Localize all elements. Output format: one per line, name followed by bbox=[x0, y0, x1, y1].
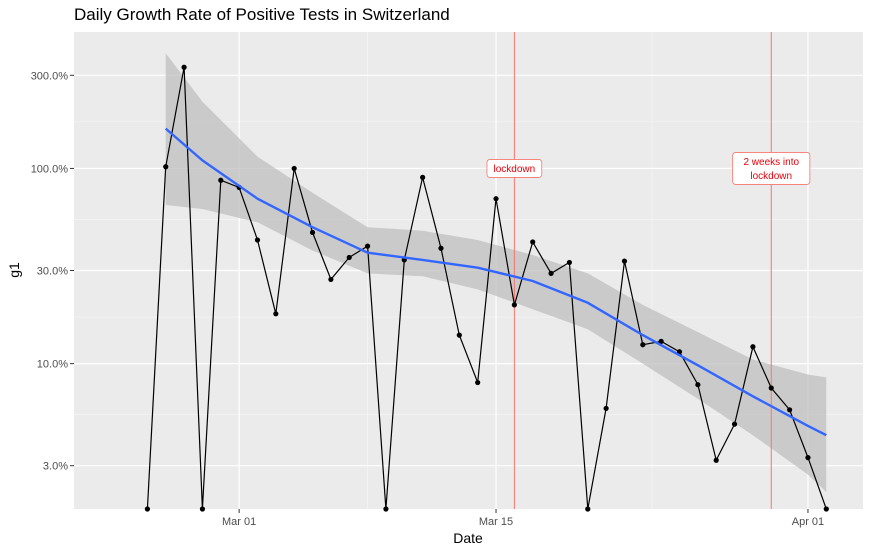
y-tick-label: 300.0% bbox=[31, 70, 69, 82]
data-point bbox=[658, 338, 664, 344]
event-label: 2 weeks into lockdown bbox=[732, 152, 811, 185]
data-point bbox=[750, 344, 756, 350]
data-point bbox=[621, 258, 628, 264]
y-axis-title: g1 bbox=[6, 262, 22, 278]
data-point bbox=[291, 165, 297, 172]
event-label-box bbox=[732, 152, 811, 185]
data-point bbox=[731, 421, 738, 427]
data-point bbox=[768, 385, 774, 391]
data-point bbox=[346, 254, 352, 261]
data-point bbox=[364, 243, 371, 249]
data-point bbox=[181, 64, 187, 70]
data-point bbox=[585, 506, 591, 512]
data-point bbox=[438, 245, 444, 251]
data-point bbox=[566, 259, 573, 266]
y-tick-label: 100.0% bbox=[31, 163, 69, 175]
event-label-box bbox=[486, 159, 543, 178]
observed-line bbox=[146, 67, 827, 510]
data-point bbox=[787, 407, 793, 413]
data-point bbox=[548, 270, 554, 276]
data-point bbox=[309, 229, 316, 236]
major-gridlines bbox=[74, 32, 863, 509]
data-point bbox=[511, 302, 517, 308]
x-tick-label: Apr 01 bbox=[792, 516, 824, 528]
data-point bbox=[199, 506, 206, 512]
event-labels: lockdown 2 weeks into lockdown bbox=[486, 152, 811, 185]
y-tick-label: 3.0% bbox=[43, 461, 68, 473]
chart-title: Daily Growth Rate of Positive Tests in S… bbox=[74, 5, 450, 24]
data-point bbox=[603, 405, 609, 411]
event-label-text: lockdown bbox=[494, 164, 536, 175]
x-axis-title: Date bbox=[453, 530, 483, 546]
data-point bbox=[420, 174, 426, 180]
event-label: lockdown bbox=[486, 159, 543, 178]
data-point bbox=[676, 349, 683, 355]
smooth-trend-line bbox=[164, 127, 827, 437]
y-axis-ticks: 3.0% 10.0% 30.0% 100.0% 300.0% bbox=[31, 70, 74, 473]
data-point bbox=[530, 239, 536, 245]
observed-points bbox=[144, 64, 829, 512]
x-tick-label: Mar 01 bbox=[222, 516, 256, 528]
y-tick-label: 30.0% bbox=[37, 266, 68, 278]
data-point bbox=[273, 311, 279, 317]
smooth-trend bbox=[164, 127, 827, 437]
data-point bbox=[144, 506, 150, 512]
event-lines bbox=[513, 32, 772, 509]
data-point bbox=[640, 342, 646, 348]
data-point bbox=[254, 237, 261, 243]
data-point bbox=[456, 332, 462, 338]
data-point bbox=[475, 379, 481, 386]
y-tick-label: 10.0% bbox=[37, 359, 68, 371]
x-tick-label: Mar 15 bbox=[479, 516, 513, 528]
observed-series-line bbox=[146, 67, 827, 510]
data-point bbox=[218, 177, 224, 183]
data-point bbox=[328, 276, 334, 283]
data-point bbox=[695, 382, 701, 388]
data-point bbox=[163, 164, 169, 170]
data-point bbox=[805, 455, 811, 461]
data-point bbox=[493, 196, 499, 202]
event-label-text: 2 weeks into bbox=[743, 157, 799, 168]
event-label-text: lockdown bbox=[750, 171, 792, 182]
x-axis-ticks: Mar 01 Mar 15 Apr 01 bbox=[222, 509, 824, 528]
data-point bbox=[823, 506, 829, 512]
data-point bbox=[383, 506, 389, 512]
data-point bbox=[713, 457, 719, 463]
